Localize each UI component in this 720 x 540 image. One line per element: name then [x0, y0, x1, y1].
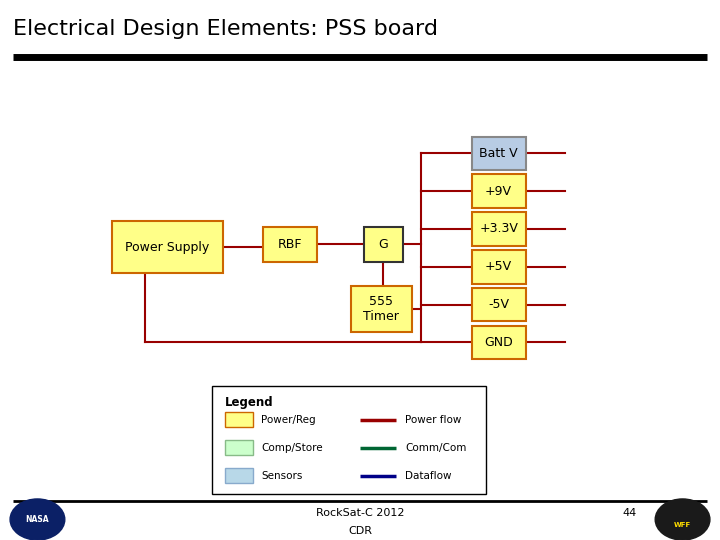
- Text: RockSat-C 2012: RockSat-C 2012: [316, 508, 404, 518]
- FancyBboxPatch shape: [263, 227, 317, 262]
- Text: -5V: -5V: [488, 298, 509, 311]
- Text: NASA: NASA: [26, 515, 49, 524]
- Text: Batt V: Batt V: [480, 147, 518, 160]
- FancyBboxPatch shape: [212, 386, 486, 494]
- Text: Dataflow: Dataflow: [405, 471, 452, 481]
- Text: Power flow: Power flow: [405, 415, 462, 424]
- Text: Power/Reg: Power/Reg: [261, 415, 316, 424]
- FancyBboxPatch shape: [472, 212, 526, 246]
- FancyBboxPatch shape: [364, 227, 403, 262]
- FancyBboxPatch shape: [472, 288, 526, 321]
- Text: RBF: RBF: [277, 238, 302, 251]
- Text: CDR: CDR: [348, 526, 372, 537]
- FancyBboxPatch shape: [225, 440, 253, 455]
- FancyBboxPatch shape: [472, 326, 526, 359]
- FancyBboxPatch shape: [351, 286, 412, 332]
- FancyBboxPatch shape: [225, 468, 253, 483]
- Text: Sensors: Sensors: [261, 471, 302, 481]
- Text: +3.3V: +3.3V: [480, 222, 518, 235]
- Text: +9V: +9V: [485, 185, 512, 198]
- FancyBboxPatch shape: [472, 250, 526, 284]
- Text: Legend: Legend: [225, 396, 274, 409]
- FancyBboxPatch shape: [472, 137, 526, 170]
- Text: WFF: WFF: [674, 522, 691, 528]
- Text: GND: GND: [485, 336, 513, 349]
- FancyBboxPatch shape: [225, 412, 253, 427]
- Text: G: G: [379, 238, 388, 251]
- FancyBboxPatch shape: [472, 174, 526, 208]
- Text: Power Supply: Power Supply: [125, 240, 210, 254]
- Text: Electrical Design Elements: PSS board: Electrical Design Elements: PSS board: [13, 19, 438, 39]
- FancyBboxPatch shape: [112, 221, 223, 273]
- Text: +5V: +5V: [485, 260, 512, 273]
- Text: 44: 44: [623, 508, 637, 518]
- Text: Comp/Store: Comp/Store: [261, 443, 323, 453]
- Circle shape: [10, 499, 65, 540]
- Circle shape: [655, 499, 710, 540]
- Text: Comm/Com: Comm/Com: [405, 443, 467, 453]
- Text: 555
Timer: 555 Timer: [364, 295, 399, 323]
